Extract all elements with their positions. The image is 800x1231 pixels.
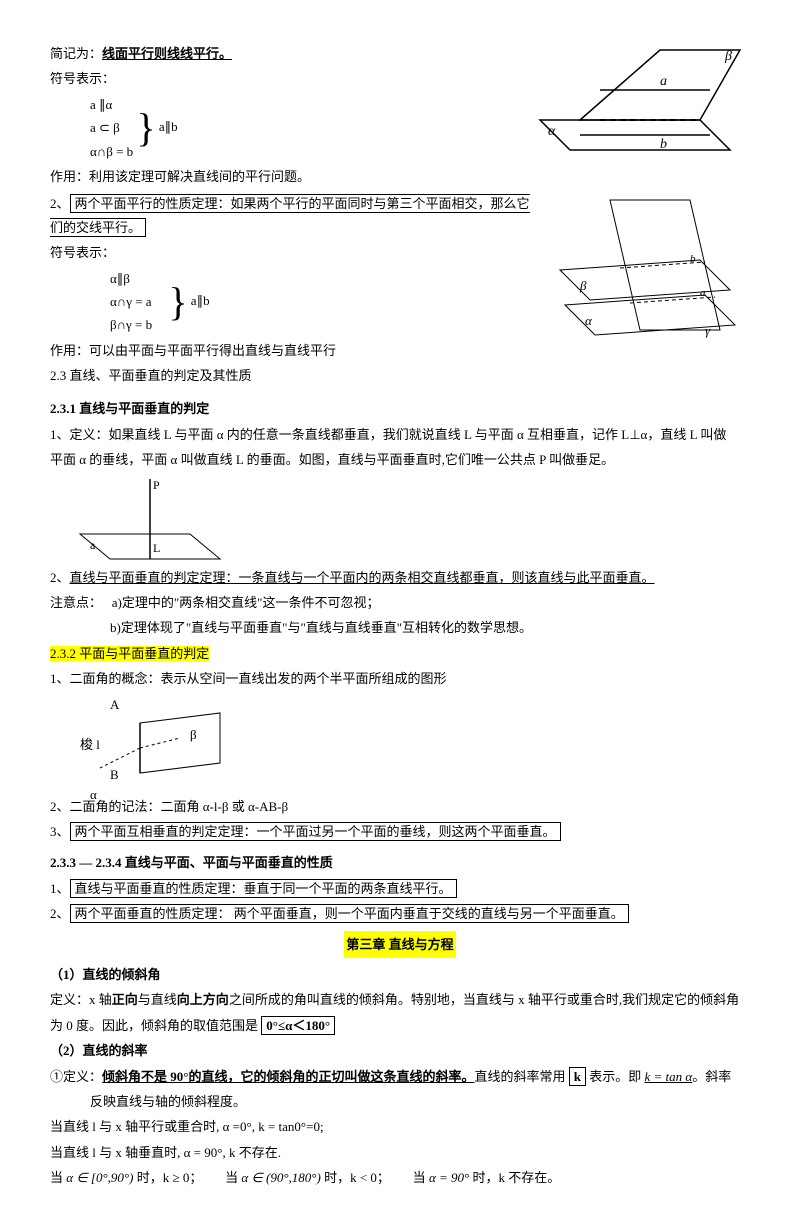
figure-planes-1: β a b α: [530, 40, 750, 160]
para-16: 定义：x 轴正向与直线向上方向之间所成的角叫直线的倾斜角。特别地，当直线与 x …: [50, 988, 750, 1011]
section-231: 2.3.1 直线与平面垂直的判定: [50, 397, 750, 420]
section-slope: （2）直线的斜率: [50, 1039, 750, 1062]
para-7: 2.3 直线、平面垂直的判定及其性质: [50, 364, 750, 387]
section-slope-angle: （1）直线的倾斜角: [50, 963, 750, 986]
svg-text:γ: γ: [705, 323, 711, 338]
para-20: 当直线 l 与 x 轴平行或重合时, α =0°, k = tan0°=0;: [50, 1115, 750, 1138]
svg-text:α: α: [548, 124, 556, 139]
figure-dihedral: A 梭 l B α β: [90, 693, 750, 793]
svg-text:a: a: [90, 538, 96, 552]
svg-text:L: L: [153, 541, 160, 555]
para-3: 作用：利用该定理可解决直线间的平行问题。: [50, 165, 750, 188]
para-10: 注意点： a)定理中的"两条相交直线"这一条件不可忽视；: [50, 591, 750, 614]
para-13: 3、两个平面互相垂直的判定定理：一个平面过另一个平面的垂线，则这两个平面垂直。: [50, 820, 750, 843]
para-11: 1、二面角的概念：表示从空间一直线出发的两个半平面所组成的图形: [50, 667, 750, 690]
para-12: 2、二面角的记法：二面角 α-l-β 或 α-AB-β: [50, 795, 750, 818]
para-15: 2、两个平面垂直的性质定理： 两个平面垂直，则一个平面内垂直于交线的直线与另一个…: [50, 902, 750, 925]
para-14: 1、直线与平面垂直的性质定理：垂直于同一个平面的两条直线平行。: [50, 877, 750, 900]
svg-text:a: a: [700, 287, 706, 299]
para-19: 反映直线与轴的倾斜程度。: [90, 1090, 750, 1113]
para-10b: b)定理体现了"直线与平面垂直"与"直线与直线垂直"互相转化的数学思想。: [110, 616, 750, 639]
para-8: 1、定义：如果直线 L 与平面 α 内的任意一条直线都垂直，我们就说直线 L 与…: [50, 423, 750, 446]
section-233: 2.3.3 — 2.3.4 直线与平面、平面与平面垂直的性质: [50, 851, 750, 874]
para-6: 作用：可以由平面与平面平行得出直线与直线平行: [50, 339, 750, 362]
section-232: 2.3.2 平面与平面垂直的判定: [50, 642, 750, 665]
para-21: 当直线 l 与 x 轴垂直时, α = 90°, k 不存在.: [50, 1141, 750, 1164]
svg-text:b: b: [690, 253, 696, 265]
svg-text:b: b: [660, 137, 667, 152]
para-18: ①定义：倾斜角不是 90°的直线，它的倾斜角的正切叫做这条直线的斜率。直线的斜率…: [50, 1065, 750, 1088]
svg-text:α: α: [585, 313, 593, 328]
figure-planes-2: β α γ b a: [550, 190, 750, 340]
figure-perpendicular: P a L: [50, 474, 750, 564]
para-17: 为 0 度。因此，倾斜角的取值范围是 0°≤α＜180°: [50, 1014, 750, 1037]
svg-text:β: β: [724, 49, 732, 64]
svg-text:β: β: [579, 278, 587, 293]
para-9: 2、直线与平面垂直的判定定理：一条直线与一个平面内的两条相交直线都垂直，则该直线…: [50, 566, 750, 589]
chapter-3-title: 第三章 直线与方程: [344, 931, 455, 958]
svg-text:a: a: [660, 74, 667, 89]
para-22: 当 α ∈ [0°,90°) 时，k ≥ 0； 当 α ∈ (90°,180°)…: [50, 1166, 750, 1189]
para-8b: 平面 α 的垂线，平面 α 叫做直线 L 的垂面。如图，直线与平面垂直时,它们唯…: [50, 448, 750, 471]
svg-text:P: P: [153, 478, 160, 492]
